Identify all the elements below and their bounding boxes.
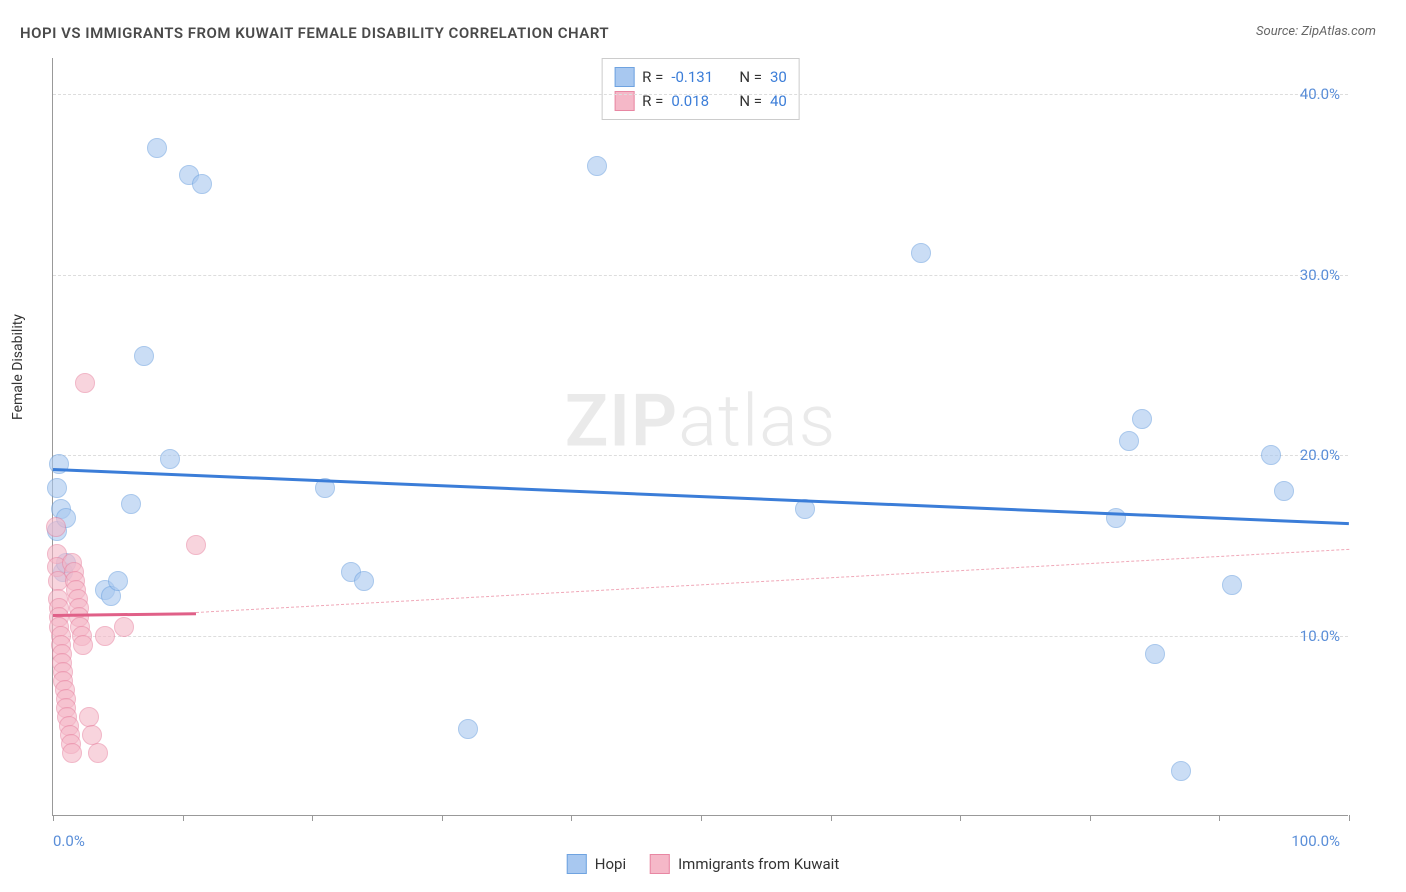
legend-swatch bbox=[614, 67, 634, 87]
data-point bbox=[121, 494, 141, 514]
gridline bbox=[53, 455, 1348, 456]
data-point bbox=[1261, 445, 1281, 465]
data-point bbox=[911, 243, 931, 263]
source-attribution: Source: ZipAtlas.com bbox=[1256, 24, 1376, 39]
x-tick bbox=[1219, 815, 1220, 821]
series-legend-item: Hopi bbox=[567, 852, 626, 876]
series-legend: Hopi Immigrants from Kuwait bbox=[567, 852, 839, 876]
x-tick-label: 0.0% bbox=[53, 832, 85, 850]
data-point bbox=[1274, 481, 1294, 501]
data-point bbox=[108, 571, 128, 591]
x-tick bbox=[183, 815, 184, 821]
data-point bbox=[88, 743, 108, 763]
watermark: ZIPatlas bbox=[565, 379, 837, 464]
data-point bbox=[1132, 409, 1152, 429]
y-tick-label: 10.0% bbox=[1300, 627, 1340, 645]
gridline bbox=[53, 275, 1348, 276]
x-tick bbox=[1349, 815, 1350, 821]
data-point bbox=[95, 626, 115, 646]
y-tick-label: 40.0% bbox=[1300, 85, 1340, 103]
legend-row: R = -0.131 N = 30 bbox=[614, 65, 787, 89]
y-axis-label: Female Disability bbox=[10, 314, 26, 420]
data-point bbox=[354, 571, 374, 591]
x-tick bbox=[53, 815, 54, 821]
legend-r-label: R = bbox=[642, 68, 663, 86]
correlation-legend: R = -0.131 N = 30 R =0.018N =40 bbox=[601, 58, 800, 120]
legend-r-value: -0.131 bbox=[671, 68, 731, 86]
x-tick bbox=[571, 815, 572, 821]
x-tick bbox=[312, 815, 313, 821]
x-tick bbox=[831, 815, 832, 821]
series-legend-item: Immigrants from Kuwait bbox=[650, 852, 839, 876]
y-tick-label: 30.0% bbox=[1300, 266, 1340, 284]
x-tick bbox=[1090, 815, 1091, 821]
data-point bbox=[458, 719, 478, 739]
data-point bbox=[134, 346, 154, 366]
data-point bbox=[587, 156, 607, 176]
chart-title: HOPI VS IMMIGRANTS FROM KUWAIT FEMALE DI… bbox=[20, 24, 609, 42]
legend-row: R =0.018N =40 bbox=[614, 89, 787, 113]
gridline bbox=[53, 94, 1348, 95]
legend-swatch bbox=[650, 854, 670, 874]
gridline bbox=[53, 636, 1348, 637]
x-tick bbox=[960, 815, 961, 821]
series-name: Immigrants from Kuwait bbox=[678, 855, 839, 873]
series-name: Hopi bbox=[595, 855, 626, 873]
x-tick bbox=[701, 815, 702, 821]
data-point bbox=[62, 743, 82, 763]
data-point bbox=[1145, 644, 1165, 664]
data-point bbox=[192, 174, 212, 194]
data-point bbox=[1222, 575, 1242, 595]
data-point bbox=[79, 707, 99, 727]
y-tick-label: 20.0% bbox=[1300, 446, 1340, 464]
legend-swatch bbox=[567, 854, 587, 874]
data-point bbox=[1119, 431, 1139, 451]
x-tick-label: 100.0% bbox=[1291, 832, 1340, 850]
data-point bbox=[47, 478, 67, 498]
data-point bbox=[46, 517, 66, 537]
data-point bbox=[147, 138, 167, 158]
data-point bbox=[1171, 761, 1191, 781]
data-point bbox=[73, 635, 93, 655]
data-point bbox=[114, 617, 134, 637]
x-tick bbox=[442, 815, 443, 821]
legend-n-value: 30 bbox=[770, 68, 787, 86]
data-point bbox=[186, 535, 206, 555]
data-point bbox=[160, 449, 180, 469]
legend-n-label: N = bbox=[739, 68, 762, 86]
data-point bbox=[82, 725, 102, 745]
trend-line bbox=[53, 468, 1349, 525]
data-point bbox=[75, 373, 95, 393]
scatter-plot: ZIPatlas R = -0.131 N = 30 R =0.018N =40 10.… bbox=[52, 58, 1348, 816]
